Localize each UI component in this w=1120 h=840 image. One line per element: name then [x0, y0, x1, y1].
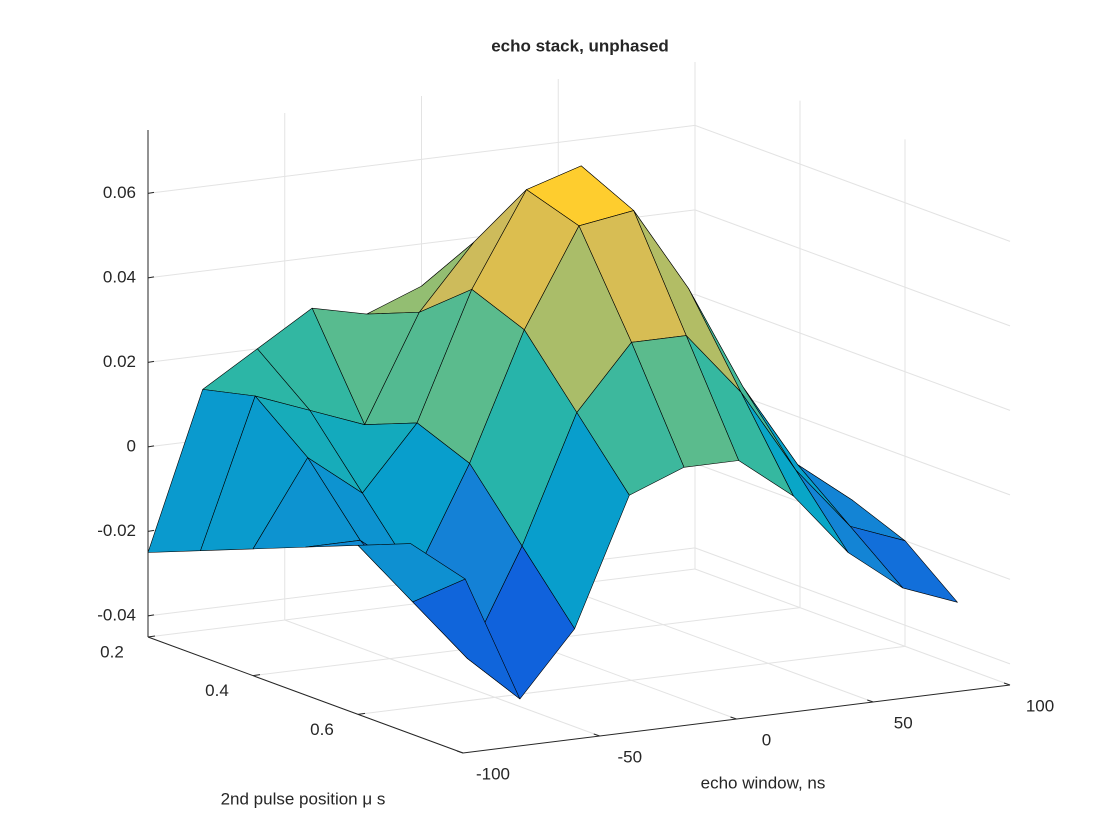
x-tick-label: -100	[476, 764, 510, 783]
z-tick	[147, 445, 155, 448]
surface	[147, 165, 958, 700]
x-tick	[456, 750, 464, 754]
grid-line	[284, 619, 600, 737]
grid-line	[694, 547, 1011, 665]
grid-line	[558, 585, 874, 703]
x-tick	[593, 733, 600, 737]
z-tick-label: 0.02	[103, 352, 136, 371]
x-tick-label: 0	[762, 730, 771, 749]
x-tick-label: 100	[1026, 696, 1054, 715]
z-tick	[147, 360, 155, 363]
x-tick-label: -50	[617, 747, 642, 766]
grid-line	[694, 124, 1011, 242]
grid-line	[694, 293, 1011, 411]
grid-line	[694, 568, 1011, 686]
z-tick	[147, 529, 155, 532]
y-tick	[252, 674, 261, 677]
grid-line	[357, 645, 906, 715]
y-axis-label: 2nd pulse position μ s	[221, 789, 386, 808]
y-tick	[357, 712, 366, 715]
surface-patch	[357, 543, 466, 603]
x-tick	[1003, 682, 1011, 686]
z-tick-label: 0.04	[103, 267, 136, 286]
y-tick	[147, 635, 156, 638]
x-tick	[730, 716, 737, 720]
y-tick-label: 0.4	[205, 681, 229, 700]
z-tick-label: -0.04	[97, 605, 136, 624]
y-axis	[147, 636, 464, 754]
y-tick-label: 0.6	[310, 720, 334, 739]
z-tick-label: 0.06	[103, 183, 136, 202]
z-tick	[147, 276, 155, 279]
x-tick	[867, 699, 874, 703]
x-axis-label: echo window, ns	[701, 773, 826, 792]
z-tick-label: -0.02	[97, 521, 136, 540]
chart-title: echo stack, unphased	[491, 36, 669, 55]
grid-line	[694, 209, 1011, 327]
x-tick-label: 50	[894, 713, 913, 732]
y-tick-label: 0.2	[100, 642, 124, 661]
z-tick-label: 0	[127, 436, 136, 455]
z-tick	[147, 614, 155, 617]
z-tick	[147, 191, 155, 194]
axes: -0.04 -0.02 0 0.02 0.04 0.06 0.2 0.4 0.6 -100 -50 0…	[97, 130, 1054, 783]
